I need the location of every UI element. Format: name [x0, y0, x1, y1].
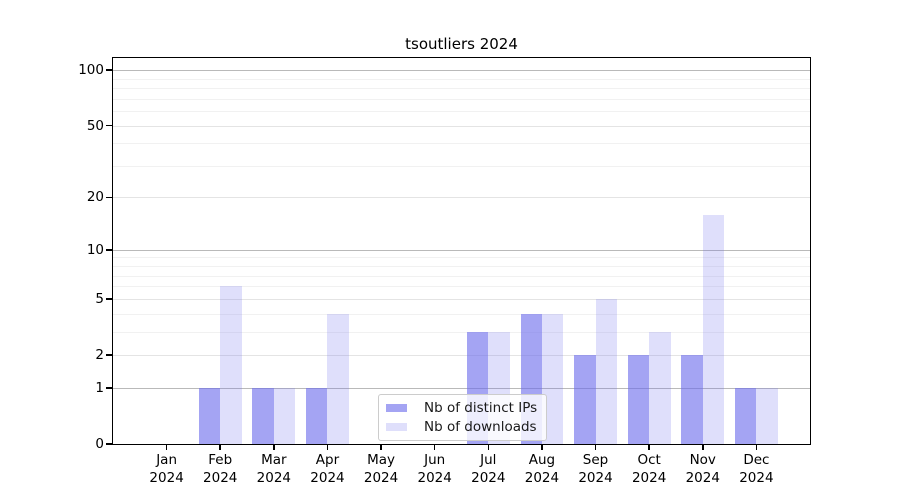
x-tick-mark-apr — [326, 445, 329, 450]
gridline-y-1 — [113, 387, 810, 389]
y-tick-mark-10 — [106, 249, 112, 251]
x-tick-label-dec: Dec 2024 — [739, 452, 774, 486]
x-tick-mark-dec — [755, 445, 758, 450]
gridline-y-60 — [113, 111, 810, 113]
x-tick-label-jun: Jun 2024 — [417, 452, 452, 486]
x-tick-label-oct: Oct 2024 — [631, 452, 667, 486]
bar-downloads-apr — [327, 313, 349, 444]
gridline-y-100 — [113, 70, 810, 72]
bar-ips-apr — [306, 387, 328, 444]
y-tick-mark-1 — [106, 387, 112, 389]
chart-title: tsoutliers 2024 — [405, 35, 518, 53]
gridline-y-9 — [113, 257, 810, 259]
bar-downloads-aug — [541, 313, 564, 444]
bar-downloads-dec — [756, 387, 778, 444]
y-tick-label-1: 1 — [95, 379, 104, 396]
plot-area — [113, 58, 810, 444]
gridline-y-2 — [113, 355, 810, 356]
bar-downloads-oct — [649, 331, 671, 444]
bar-ips-oct — [627, 355, 650, 444]
gridline-y-3 — [113, 331, 810, 333]
y-tick-mark-0 — [106, 443, 112, 445]
legend-swatch-distinct-ips — [386, 404, 407, 412]
x-tick-mark-sep — [594, 445, 597, 450]
gridline-y-40 — [113, 143, 810, 145]
x-tick-mark-jul — [487, 445, 490, 450]
y-tick-label-20: 20 — [86, 189, 104, 206]
gridline-y-6 — [113, 286, 810, 288]
y-tick-label-5: 5 — [95, 290, 104, 307]
gridline-y-5 — [113, 298, 810, 300]
x-tick-mark-jan — [165, 445, 168, 450]
gridline-y-10 — [113, 249, 810, 251]
y-tick-mark-20 — [106, 196, 112, 199]
y-tick-label-10: 10 — [86, 241, 104, 258]
gridline-y-50 — [113, 125, 810, 127]
x-tick-mark-aug — [541, 445, 543, 450]
gridline-y-8 — [113, 266, 810, 268]
x-tick-label-may: May 2024 — [363, 452, 399, 486]
legend-label-distinct-ips: Nb of distinct IPs — [424, 400, 538, 416]
x-tick-mark-feb — [219, 445, 221, 450]
bar-ips-dec — [734, 387, 757, 444]
x-tick-label-jul: Jul 2024 — [471, 452, 506, 486]
x-tick-mark-oct — [648, 445, 650, 450]
gridline-y-7 — [113, 275, 810, 277]
gridline-y-4 — [113, 313, 810, 315]
gridline-y-90 — [113, 78, 810, 80]
legend-item-distinct-ips: Nb of distinct IPs — [386, 400, 537, 416]
x-tick-mark-may — [380, 445, 382, 450]
bar-ips-nov — [681, 355, 703, 444]
y-tick-mark-50 — [106, 124, 112, 127]
gridline-y-80 — [113, 88, 810, 90]
x-tick-label-mar: Mar 2024 — [256, 452, 292, 486]
y-tick-label-2: 2 — [95, 347, 104, 363]
bar-ips-sep — [574, 355, 596, 444]
legend: Nb of distinct IPs Nb of downloads — [378, 394, 548, 441]
bar-downloads-sep — [595, 298, 617, 444]
x-tick-label-sep: Sep 2024 — [578, 452, 613, 486]
y-tick-mark-2 — [106, 354, 112, 356]
y-tick-mark-5 — [106, 298, 112, 300]
x-tick-mark-nov — [702, 445, 704, 450]
x-tick-label-apr: Apr 2024 — [310, 452, 345, 486]
bar-ips-mar — [252, 387, 274, 444]
legend-swatch-downloads — [386, 423, 407, 431]
y-tick-label-50: 50 — [86, 117, 104, 134]
x-tick-mark-mar — [273, 445, 275, 450]
gridline-y-20 — [113, 197, 810, 199]
legend-label-downloads: Nb of downloads — [424, 419, 537, 435]
x-tick-label-feb: Feb 2024 — [203, 452, 238, 486]
gridline-y-70 — [113, 98, 810, 100]
x-tick-label-nov: Nov 2024 — [685, 452, 720, 486]
bar-downloads-feb — [220, 286, 242, 444]
y-tick-label-0: 0 — [95, 436, 104, 452]
bar-downloads-nov — [702, 214, 725, 444]
bar-downloads-mar — [273, 387, 296, 444]
bar-ips-feb — [198, 387, 221, 444]
y-tick-mark-100 — [106, 69, 112, 71]
x-tick-label-jan: Jan 2024 — [149, 452, 184, 486]
x-tick-label-aug: Aug 2024 — [524, 452, 560, 486]
x-tick-mark-jun — [433, 445, 436, 450]
y-tick-label-100: 100 — [78, 62, 104, 79]
gridline-y-30 — [113, 165, 810, 167]
legend-item-downloads: Nb of downloads — [386, 419, 537, 435]
